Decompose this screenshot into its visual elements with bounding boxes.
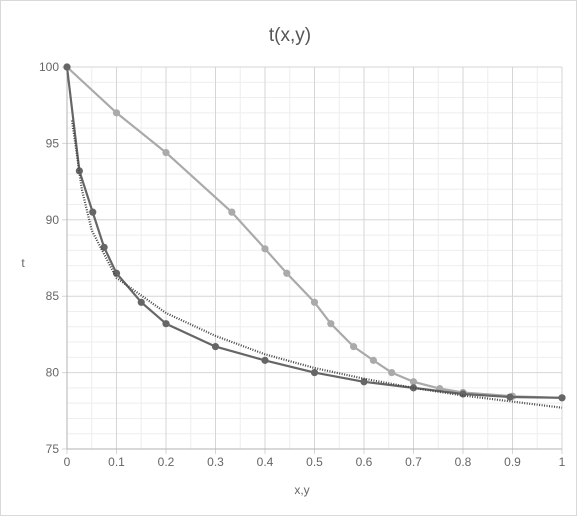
series-2-point — [137, 298, 145, 306]
series-layer — [63, 63, 566, 409]
series-1-line — [66, 66, 563, 399]
y-tick-label: 85 — [46, 289, 60, 303]
x-tick-label: 0.9 — [504, 455, 521, 469]
series-1-point — [350, 343, 358, 351]
series-2-point — [261, 356, 269, 364]
x-tick-label: 0.5 — [306, 455, 323, 469]
series-2-point — [211, 343, 220, 351]
series-2-point — [360, 378, 368, 386]
y-tick-label: 95 — [46, 136, 60, 150]
series-1-point — [261, 245, 269, 253]
x-tick-label: 0.1 — [108, 455, 125, 469]
x-tick-label: 1 — [559, 455, 566, 469]
series-1-point — [409, 378, 418, 386]
x-tick-label: 0.4 — [257, 455, 274, 469]
y-tick-label: 100 — [39, 60, 59, 74]
y-tick-label: 80 — [46, 366, 60, 380]
x-axis-label: x,y — [294, 483, 309, 497]
series-1-point — [327, 320, 335, 328]
series-2-point — [100, 243, 108, 251]
series-1-point — [162, 148, 170, 157]
series-2-point — [162, 320, 170, 328]
series-3-line — [70, 120, 563, 409]
x-tick-label: 0.7 — [405, 455, 422, 469]
y-tick-label: 75 — [46, 442, 60, 456]
series-1-point — [112, 109, 121, 117]
series-2-point — [89, 208, 97, 216]
series-1-point — [369, 356, 378, 364]
series-1-point — [228, 208, 236, 216]
series-2-point — [310, 369, 319, 377]
x-tick-label: 0.2 — [158, 455, 175, 469]
series-2-point — [506, 393, 514, 401]
series-1-point — [310, 298, 319, 306]
y-tick-label: 90 — [46, 213, 60, 227]
chart-title: t(x,y) — [269, 25, 311, 46]
tick-labels: 0 0.1 0.2 0.3 0.4 0.5 0.6 0.7 0.8 0.9 1 75 80 85 90 95 1… — [39, 60, 566, 469]
x-tick-label: 0.3 — [207, 455, 224, 469]
x-tick-label: 0 — [64, 455, 71, 469]
series-2-point — [63, 63, 71, 71]
x-tick-label: 0.6 — [356, 455, 373, 469]
y-axis-label: t — [21, 256, 25, 270]
series-2-point — [112, 269, 121, 277]
axes — [66, 67, 562, 450]
x-tick-label: 0.8 — [455, 455, 472, 469]
series-1-point — [283, 269, 291, 277]
series-2-point — [558, 394, 566, 402]
series-1-point — [388, 369, 396, 377]
